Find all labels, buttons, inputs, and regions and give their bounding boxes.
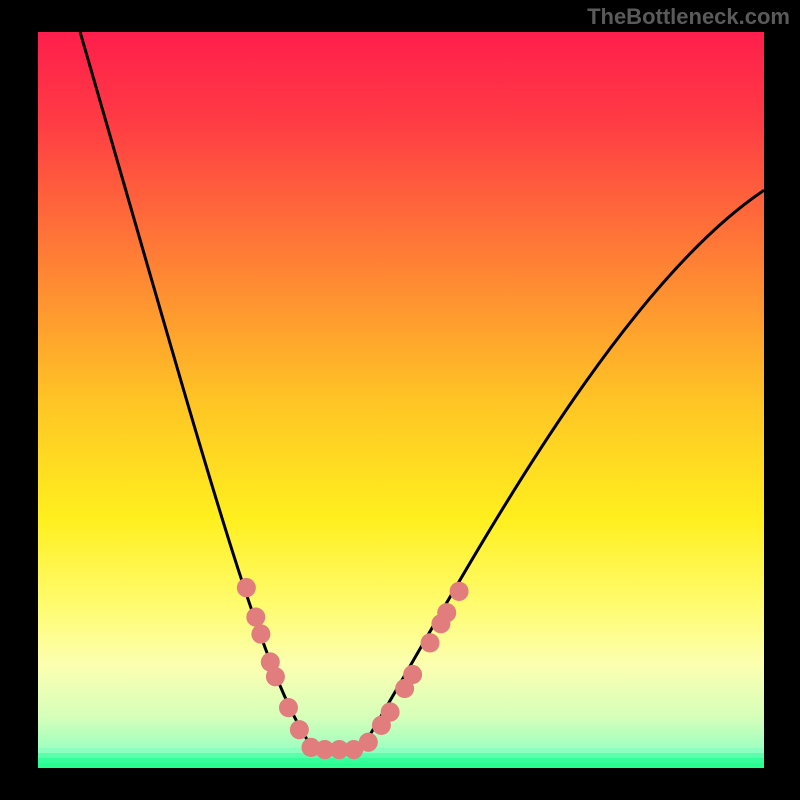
- bottleneck-curve: [38, 32, 764, 768]
- watermark-text: TheBottleneck.com: [587, 4, 790, 30]
- plot-area: [38, 32, 764, 768]
